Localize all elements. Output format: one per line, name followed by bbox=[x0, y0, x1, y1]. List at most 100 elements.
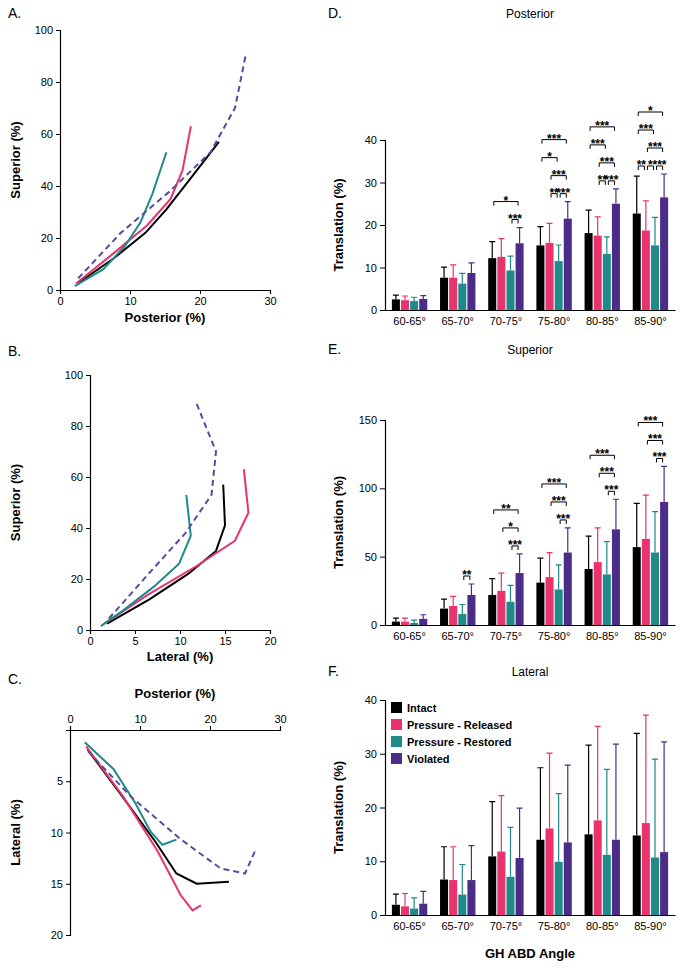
bar bbox=[497, 852, 505, 915]
tick-label: 30 bbox=[365, 748, 377, 760]
tick-label: 10 bbox=[134, 713, 146, 725]
tick: 20 bbox=[71, 573, 90, 585]
tick-mark bbox=[270, 290, 271, 294]
legend-item: Violated bbox=[391, 753, 450, 765]
error-bar bbox=[565, 765, 571, 842]
tick: 15 bbox=[219, 630, 231, 647]
x-axis-title: Lateral (%) bbox=[147, 649, 213, 664]
x-axis-title: Posterior (%) bbox=[135, 686, 216, 701]
error-bar bbox=[565, 528, 571, 553]
tick-label: 40 bbox=[365, 134, 377, 146]
bar bbox=[642, 231, 650, 310]
tick: 40 bbox=[365, 694, 385, 706]
bar bbox=[449, 880, 457, 915]
bar bbox=[401, 906, 409, 915]
tick-mark bbox=[86, 630, 90, 631]
y-axis: 010203040 bbox=[365, 134, 386, 316]
tick-mark bbox=[56, 290, 60, 291]
error-bar bbox=[595, 217, 601, 236]
bar bbox=[506, 602, 514, 625]
trajectory-line bbox=[107, 485, 225, 624]
significance-label: ** bbox=[637, 158, 647, 172]
error-bar bbox=[661, 174, 667, 197]
tick: 60-65° bbox=[393, 920, 426, 932]
tick: 65-70° bbox=[441, 630, 474, 642]
significance-label: *** bbox=[604, 483, 618, 497]
error-bar bbox=[643, 495, 649, 539]
trajectory-line bbox=[78, 56, 245, 278]
panel-label: B. bbox=[8, 343, 21, 359]
tick-mark bbox=[66, 781, 70, 782]
tick-mark bbox=[225, 630, 226, 634]
error-bar bbox=[547, 553, 553, 578]
error-bar bbox=[450, 596, 456, 606]
error-bar bbox=[489, 242, 495, 259]
tick-label: 60 bbox=[41, 128, 53, 140]
tick-label: 75-80° bbox=[538, 630, 571, 642]
panel-1: 0102030020406080100A.Superior (%)Posteri… bbox=[8, 5, 277, 325]
bar bbox=[419, 619, 427, 625]
bar bbox=[633, 835, 641, 915]
significance-annotations: ****************************************… bbox=[494, 104, 667, 226]
bar bbox=[603, 855, 611, 915]
panel-6: 01020304060-65°65-70°70-75°75-80°80-85°8… bbox=[328, 663, 676, 961]
error-bar bbox=[634, 503, 640, 547]
legend-label: Pressure - Released bbox=[407, 719, 512, 731]
bar bbox=[449, 278, 457, 310]
bar-series bbox=[419, 174, 668, 310]
tick: 40 bbox=[71, 522, 90, 534]
tick: 20 bbox=[365, 802, 385, 814]
bar bbox=[536, 245, 544, 310]
tick-mark bbox=[86, 579, 90, 580]
error-bar bbox=[652, 217, 658, 245]
significance-label: *** bbox=[595, 119, 609, 133]
tick-mark bbox=[380, 700, 385, 701]
tick-label: 60-65° bbox=[393, 315, 426, 327]
significance-label: *** bbox=[552, 168, 566, 182]
tick-mark bbox=[380, 488, 385, 489]
error-bar bbox=[634, 176, 640, 213]
tick-label: 80 bbox=[71, 420, 83, 432]
panel-4: 01020304060-65°65-70°70-75°75-80°80-85°8… bbox=[328, 5, 676, 327]
panel-label: C. bbox=[8, 671, 22, 687]
bar bbox=[555, 862, 563, 915]
tick-label: 85-90° bbox=[634, 315, 667, 327]
significance-label: * bbox=[508, 520, 513, 534]
tick-label: 10 bbox=[124, 295, 136, 307]
error-bar bbox=[420, 615, 426, 619]
trajectory-line bbox=[101, 495, 191, 626]
bar bbox=[440, 278, 448, 310]
tick-label: 15 bbox=[51, 878, 63, 890]
y-axis: 050100150 bbox=[359, 414, 386, 631]
bar bbox=[612, 840, 620, 915]
panel-label: F. bbox=[328, 663, 339, 679]
error-bar bbox=[489, 579, 495, 595]
y-axis-title: Translation (%) bbox=[331, 761, 346, 854]
significance-label: *** bbox=[643, 414, 657, 428]
tick-mark bbox=[200, 290, 201, 294]
tick-label: 20 bbox=[71, 573, 83, 585]
error-bar bbox=[547, 753, 553, 828]
tick: 10 bbox=[174, 630, 186, 647]
tick-label: 75-80° bbox=[538, 315, 571, 327]
significance-label: *** bbox=[653, 450, 667, 464]
error-bar bbox=[661, 742, 667, 852]
tick-mark bbox=[86, 528, 90, 529]
error-bar bbox=[411, 898, 417, 909]
panel-label: A. bbox=[8, 5, 21, 21]
error-bar bbox=[498, 573, 504, 591]
legend-item: Pressure - Released bbox=[391, 719, 512, 731]
axis-line bbox=[380, 141, 386, 311]
error-bar bbox=[459, 605, 465, 615]
bar bbox=[651, 857, 659, 915]
bar bbox=[497, 257, 505, 310]
tick-label: 20 bbox=[264, 635, 276, 647]
tick: 40 bbox=[365, 134, 385, 146]
error-bar bbox=[537, 558, 543, 583]
error-bar bbox=[634, 733, 640, 835]
tick-label: 10 bbox=[365, 262, 377, 274]
tick: 5 bbox=[132, 630, 138, 647]
tick-mark bbox=[140, 726, 141, 730]
significance-label: * bbox=[504, 194, 509, 208]
error-bar bbox=[556, 245, 562, 261]
